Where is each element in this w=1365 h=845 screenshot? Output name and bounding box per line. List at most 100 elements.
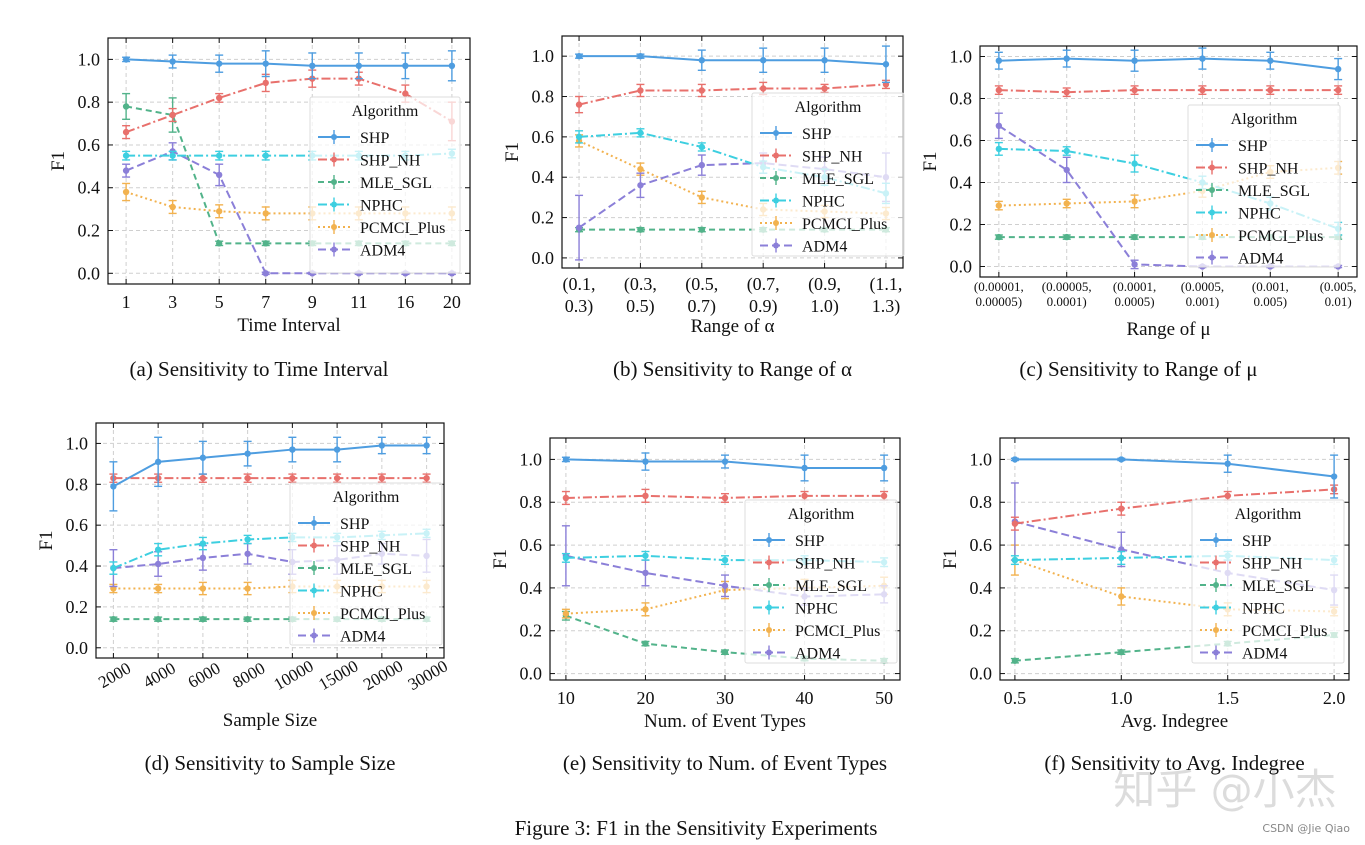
legend-item-label: SHP_NH: [1242, 556, 1303, 573]
y-tick-label: 0.2: [532, 208, 555, 228]
x-tick-label: 20: [443, 292, 461, 312]
series-line: [1014, 488, 1335, 525]
legend-swatch-marker: [311, 587, 317, 594]
data-point: [637, 182, 644, 189]
data-point: [244, 550, 251, 557]
data-point: [215, 94, 223, 102]
x-tick-label: 6000: [185, 659, 224, 692]
data-point: [122, 103, 130, 110]
series-shp: [575, 45, 890, 84]
x-tick-label: 9: [308, 292, 317, 312]
data-point: [215, 60, 223, 67]
data-point: [882, 61, 890, 68]
legend-swatch-marker: [773, 242, 779, 249]
y-tick-label: 0.2: [66, 597, 89, 617]
legend-swatch-marker: [1209, 209, 1215, 216]
x-tick-label: 7: [261, 292, 270, 312]
legend-swatch-marker: [1209, 142, 1215, 148]
y-tick-label: 0.2: [78, 221, 101, 241]
axes-frame: [979, 45, 1358, 278]
series-line: [1014, 520, 1335, 592]
legend-swatch-marker: [766, 559, 772, 566]
data-point: [575, 133, 583, 141]
data-point: [1131, 86, 1138, 94]
series-line: [578, 162, 887, 229]
data-point: [262, 60, 269, 67]
data-point: [880, 492, 888, 500]
series-shp: [994, 47, 1343, 81]
x-tick-label: (0.005, 0.01): [1320, 279, 1357, 309]
y-tick-label: 0.0: [78, 263, 101, 283]
x-tick-label: (0.7, 0.9): [747, 274, 780, 317]
data-point: [637, 165, 644, 173]
data-point: [309, 62, 316, 70]
legend: Algorithm SHP SHP_NH MLE_SGL NPHC PCMCI_Plus A…: [1187, 104, 1341, 268]
data-point: [378, 442, 386, 449]
data-point: [169, 203, 176, 211]
legend-item-label: PCMCI_Plus: [360, 220, 445, 237]
y-tick-label: 0.8: [950, 89, 973, 109]
series-line: [1014, 559, 1335, 613]
data-point: [423, 442, 430, 449]
legend-swatch-marker: [766, 627, 772, 633]
y-tick-label: 1.0: [532, 46, 555, 66]
x-tick-label: 30: [716, 688, 734, 708]
y-tick-label: 0.4: [532, 167, 555, 187]
data-point: [378, 474, 386, 482]
series-line: [578, 83, 887, 106]
data-point: [637, 52, 644, 60]
data-point: [575, 101, 583, 108]
y-tick-label: 0.4: [950, 173, 973, 193]
data-point: [199, 454, 207, 461]
legend-swatch-marker: [311, 565, 317, 571]
data-point: [562, 554, 570, 562]
data-point: [262, 152, 269, 159]
x-tick-label: 3: [168, 292, 177, 312]
x-tick-label: (0.00001, 0.00005): [974, 279, 1024, 309]
data-point: [402, 90, 409, 97]
subfigure-caption: (d) Sensitivity to Sample Size: [145, 751, 396, 775]
legend-swatch-marker: [766, 649, 772, 656]
y-tick-label: 0.4: [66, 556, 89, 576]
subfigure-caption: (e) Sensitivity to Num. of Event Types: [563, 751, 887, 775]
legend: Algorithm SHP SHP_NH MLE_SGL NPHC PCMCI_Plus A…: [289, 482, 443, 646]
data-point: [995, 57, 1003, 64]
legend-item-label: ADM4: [340, 629, 385, 646]
csdn-watermark: CSDN @Jie Qiao: [1262, 822, 1350, 835]
data-point: [169, 152, 176, 159]
legend-title: Algorithm: [1235, 506, 1302, 523]
data-point: [448, 62, 456, 70]
data-point: [698, 161, 706, 169]
legend-swatch-marker: [1209, 254, 1215, 261]
data-point: [1118, 648, 1125, 656]
legend-swatch-marker: [766, 582, 772, 588]
x-tick-label: 1.5: [1216, 688, 1239, 708]
y-tick-label: 0.0: [950, 257, 973, 277]
y-tick-label: 0.6: [520, 535, 543, 555]
legend-item-label: ADM4: [1242, 646, 1287, 663]
legend-item-label: PCMCI_Plus: [340, 606, 425, 623]
x-axis-label: Avg. Indegree: [1121, 711, 1228, 732]
data-point: [1224, 492, 1231, 500]
y-axis-label: F1: [36, 530, 57, 550]
data-point: [244, 474, 251, 482]
legend-swatch-marker: [311, 542, 317, 549]
data-point: [1063, 166, 1070, 174]
data-point: [333, 474, 341, 482]
data-point: [244, 450, 251, 457]
chart-panel-3: 0.0 0.2 0.4 0.6 0.8 1.0 2000 4000 6000 8000 100001…: [36, 422, 451, 775]
x-tick-label: 5: [215, 292, 224, 312]
x-tick-label: 30000: [405, 656, 451, 694]
legend-swatch-marker: [331, 156, 337, 163]
data-point: [199, 554, 207, 562]
x-tick-label: 20: [636, 688, 654, 708]
series-line: [112, 444, 427, 488]
chart-panel-0: 0.0 0.2 0.4 0.6 0.8 1.0 1 3 5 7 9 11 16 20 Time Interv…: [48, 37, 471, 381]
data-point: [1334, 65, 1342, 73]
legend-item-label: SHP_NH: [802, 149, 863, 166]
x-tick-label: 50: [875, 688, 893, 708]
legend-item-label: PCMCI_Plus: [1242, 623, 1327, 640]
legend-swatch-marker: [331, 224, 337, 230]
data-point: [637, 129, 644, 137]
data-point: [1063, 89, 1070, 96]
